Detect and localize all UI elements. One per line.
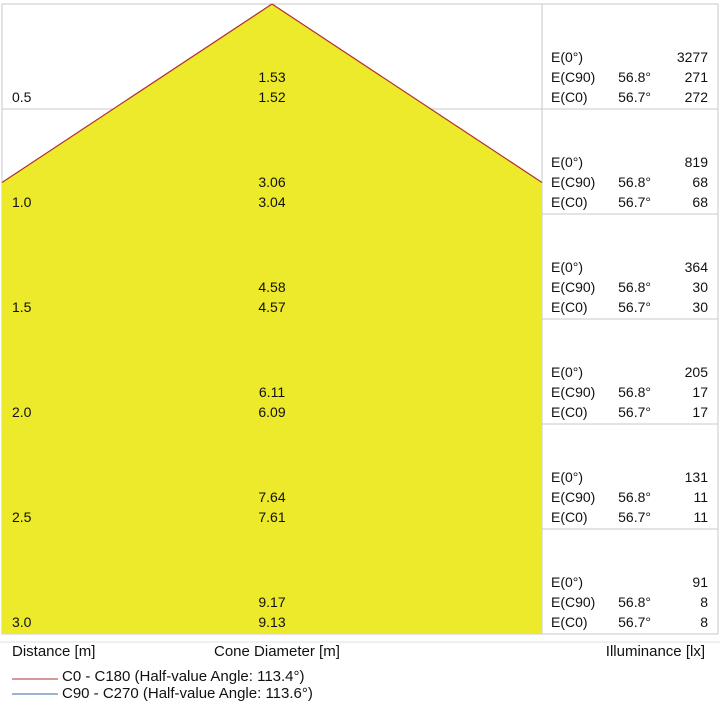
illuminance-c0-label: E(C0) xyxy=(551,404,588,420)
angle-c90: 56.8° xyxy=(618,279,651,295)
illuminance-center-value: 819 xyxy=(685,154,709,170)
cone-diameter-c90: 1.53 xyxy=(258,69,285,85)
distance-axis-title: Distance [m] xyxy=(12,643,95,660)
illuminance-center-label: E(0°) xyxy=(551,364,583,380)
distance-label: 2.5 xyxy=(12,509,32,525)
cone-diameter-c90: 7.64 xyxy=(258,489,285,505)
illuminance-axis-title: Illuminance [lx] xyxy=(606,643,705,660)
illuminance-c90-label: E(C90) xyxy=(551,594,595,610)
angle-c0: 56.7° xyxy=(618,194,651,210)
illuminance-c0-value: 30 xyxy=(692,299,708,315)
cone-diameter-c0: 1.52 xyxy=(258,89,285,105)
illuminance-c0-label: E(C0) xyxy=(551,614,588,630)
illuminance-center-value: 364 xyxy=(685,259,709,275)
illuminance-c90-label: E(C90) xyxy=(551,279,595,295)
illuminance-center-label: E(0°) xyxy=(551,469,583,485)
illuminance-c0-value: 68 xyxy=(692,194,708,210)
illuminance-c90-label: E(C90) xyxy=(551,69,595,85)
cone-diameter-c0: 4.57 xyxy=(258,299,285,315)
angle-c90: 56.8° xyxy=(618,384,651,400)
angle-c0: 56.7° xyxy=(618,89,651,105)
illuminance-c0-value: 17 xyxy=(692,404,708,420)
illuminance-c90-value: 271 xyxy=(685,69,709,85)
cone-diameter-c90: 9.17 xyxy=(258,594,285,610)
distance-label: 2.0 xyxy=(12,404,32,420)
illuminance-center-value: 131 xyxy=(685,469,709,485)
illuminance-c0-value: 11 xyxy=(693,509,708,525)
illuminance-c90-value: 8 xyxy=(700,594,708,610)
distance-label: 0.5 xyxy=(12,89,32,105)
legend-label-c0-c180: C0 - C180 (Half-value Angle: 113.4°) xyxy=(62,668,305,685)
illuminance-c0-label: E(C0) xyxy=(551,194,588,210)
illuminance-c0-value: 272 xyxy=(685,89,709,105)
legend: C0 - C180 (Half-value Angle: 113.4°) C90… xyxy=(12,668,313,702)
illuminance-c90-value: 17 xyxy=(692,384,708,400)
cone-diameter-c0: 6.09 xyxy=(258,404,285,420)
cone-diameter-c0: 7.61 xyxy=(258,509,285,525)
angle-c90: 56.8° xyxy=(618,594,651,610)
distance-label: 3.0 xyxy=(12,614,32,630)
cone-diameter-c90: 6.11 xyxy=(259,384,285,400)
cone-diameter-c0: 3.04 xyxy=(258,194,285,210)
distance-label: 1.0 xyxy=(12,194,32,210)
diameter-axis-title: Cone Diameter [m] xyxy=(214,643,340,660)
illuminance-center-value: 3277 xyxy=(677,49,708,65)
illuminance-center-value: 91 xyxy=(692,574,708,590)
cone-shape xyxy=(2,4,542,634)
illuminance-c0-label: E(C0) xyxy=(551,509,588,525)
illuminance-c0-value: 8 xyxy=(700,614,708,630)
cone-diameter-c0: 9.13 xyxy=(258,614,285,630)
illuminance-c0-label: E(C0) xyxy=(551,299,588,315)
legend-label-c90-c270: C90 - C270 (Half-value Angle: 113.6°) xyxy=(62,685,313,702)
cone-edge-left xyxy=(1,3,273,184)
illuminance-c90-value: 68 xyxy=(692,174,708,190)
illuminance-center-label: E(0°) xyxy=(551,154,583,170)
illuminance-center-label: E(0°) xyxy=(551,49,583,65)
illuminance-c90-value: 11 xyxy=(693,489,708,505)
cone-edge-right xyxy=(271,3,543,184)
angle-c0: 56.7° xyxy=(618,509,651,525)
angle-c0: 56.7° xyxy=(618,614,651,630)
illuminance-c90-value: 30 xyxy=(692,279,708,295)
illuminance-c90-label: E(C90) xyxy=(551,489,595,505)
illuminance-center-label: E(0°) xyxy=(551,574,583,590)
angle-c0: 56.7° xyxy=(618,404,651,420)
angle-c0: 56.7° xyxy=(618,299,651,315)
illuminance-c90-label: E(C90) xyxy=(551,174,595,190)
illuminance-c0-label: E(C0) xyxy=(551,89,588,105)
illuminance-center-label: E(0°) xyxy=(551,259,583,275)
illuminance-c90-label: E(C90) xyxy=(551,384,595,400)
cone-diameter-c90: 3.06 xyxy=(258,174,285,190)
cone-layer xyxy=(1,3,543,634)
angle-c90: 56.8° xyxy=(618,69,651,85)
illuminance-center-value: 205 xyxy=(685,364,709,380)
row-layer: 0.5 1.53 1.52 E(0°) 3277 E(C90) 56.8° 271 E(C0) 5… xyxy=(12,49,708,630)
angle-c90: 56.8° xyxy=(618,489,651,505)
cone-diameter-c90: 4.58 xyxy=(258,279,285,295)
angle-c90: 56.8° xyxy=(618,174,651,190)
distance-label: 1.5 xyxy=(12,299,32,315)
